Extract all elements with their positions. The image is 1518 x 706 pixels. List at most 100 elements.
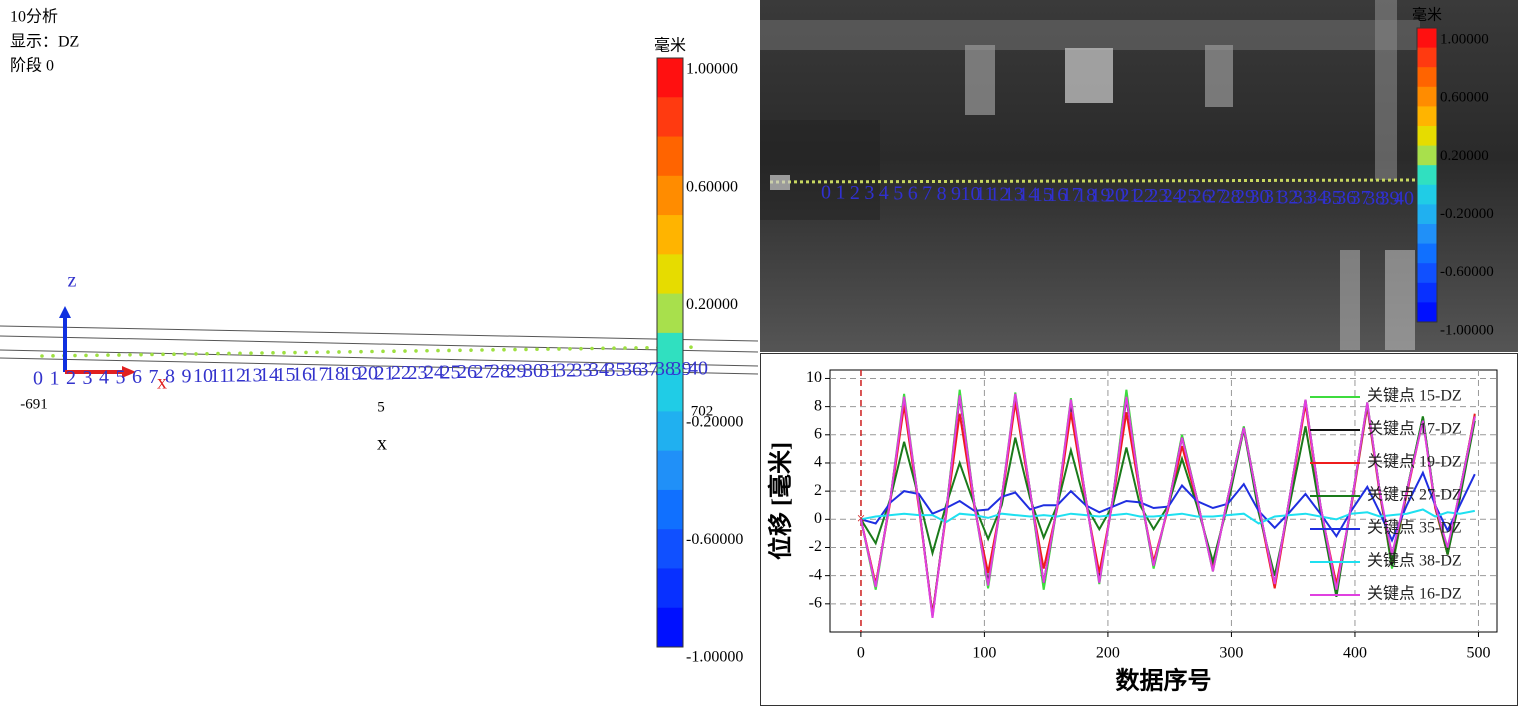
node-dot [337, 350, 341, 354]
colorbar-band [1417, 204, 1437, 225]
node-labels: 0 1 2 3 4 5 6 7 8 9 101112131415161718192021222324… [33, 358, 708, 390]
legend-label: 关键点 27-DZ [1367, 486, 1462, 504]
node-dot [623, 346, 627, 350]
node-label: 40 [688, 358, 708, 380]
node-dot [370, 349, 374, 354]
node-label: 16 [1047, 184, 1067, 206]
legend-label: 关键点 19-DZ [1367, 453, 1462, 471]
node-dot [535, 347, 539, 352]
node-label: 0 [33, 368, 43, 390]
node-label: 22 [1134, 185, 1154, 207]
node-dot [458, 348, 462, 353]
node-dot [513, 347, 517, 352]
node-label: 36 [622, 359, 642, 381]
node-dot [227, 351, 231, 356]
node-dot [601, 346, 605, 351]
node-dot [381, 349, 385, 354]
node-dot [304, 350, 308, 355]
node-label: 35 [606, 359, 626, 381]
colorbar-tick-label: 1.00000 [686, 61, 738, 78]
node-label: 20 [1105, 185, 1125, 207]
node-label: 35 [1322, 187, 1342, 209]
node-label: 23 [408, 362, 428, 384]
node-label: 10 [961, 183, 981, 205]
node-label: 27 [474, 361, 494, 383]
node-label: 24 [424, 362, 444, 384]
node-dot [95, 353, 99, 358]
legend-label: 关键点 35-DZ [1367, 519, 1462, 537]
node-label: 5 [116, 366, 126, 388]
node-dot [447, 348, 451, 353]
node-dot [40, 354, 44, 358]
colorbar-frame [1416, 27, 1438, 323]
node-dot [73, 353, 77, 358]
node-dot [194, 352, 198, 356]
node-dot [260, 351, 264, 355]
node-dot [315, 350, 319, 355]
node-label: 40 [1394, 188, 1414, 210]
y-tick-label: 8 [814, 397, 822, 414]
node-dot [106, 353, 110, 357]
node-label: 13 [1004, 184, 1024, 206]
node-dot [216, 351, 220, 356]
x-tick-label: 500 [1466, 645, 1490, 662]
node-label: 6 [908, 182, 918, 204]
camera-view [760, 0, 1518, 352]
y-tick-label: 2 [814, 482, 822, 499]
node-dot [205, 351, 209, 356]
z-arrow-head [59, 306, 71, 318]
node-label: 28 [490, 361, 510, 383]
colorbar-band [657, 175, 683, 216]
node-label: 24 [1163, 185, 1183, 207]
node-label: 11 [210, 365, 229, 387]
node-label: 12 [989, 183, 1009, 205]
colorbar-frame [656, 57, 684, 648]
node-label: 22 [391, 362, 411, 384]
node-label: 32 [1278, 186, 1298, 208]
node-dot [249, 351, 253, 355]
colorbar-band [1417, 302, 1437, 323]
node-label: 30 [523, 360, 543, 382]
colorbar-tick-label: -0.60000 [686, 531, 743, 548]
node-dot [557, 347, 561, 351]
series-line [860, 508, 1475, 525]
node-dot [480, 348, 484, 352]
node-dot [271, 351, 275, 355]
colorbar-band [657, 372, 683, 412]
x-tick-label: 100 [972, 645, 996, 662]
y-tick-label: 6 [814, 425, 822, 442]
colorbar-tick-label: 1.00000 [1440, 31, 1489, 47]
node-label: 0 [821, 182, 831, 204]
x-axis-title: 数据序号 [1116, 667, 1212, 695]
info-line: 阶段 0 [10, 57, 54, 75]
colorbar-band [1417, 165, 1437, 186]
node-label: 14 [259, 364, 279, 386]
node-label: 37 [639, 358, 659, 380]
node-labels: 0 1 2 3 4 5 6 7 8 9 101112131415161718192021222324… [821, 182, 1414, 210]
node-dot [293, 350, 297, 355]
colorbar-tick-label: 0.20000 [686, 296, 738, 313]
node-label: 39 [1380, 187, 1400, 209]
colorbar-band [657, 411, 683, 452]
colorbar-band [1417, 263, 1437, 284]
node-label: 19 [1091, 184, 1111, 206]
node-label: 1 [835, 182, 845, 204]
node-label: 10 [193, 365, 213, 387]
colorbar-band [657, 607, 683, 648]
node-dot [84, 353, 88, 358]
node-label: 21 [375, 362, 395, 384]
node-label: 6 [132, 366, 142, 388]
node-dot [590, 346, 594, 351]
x-tick-label: 0 [857, 645, 865, 662]
colorbar-band [1417, 145, 1437, 166]
plot-area [829, 369, 1498, 633]
node-label: 20 [358, 363, 378, 385]
node-dot [282, 350, 286, 355]
colorbar-tick-label: 0.60000 [1440, 90, 1489, 106]
node-label: 29 [1235, 186, 1255, 208]
colorbar-band [1417, 126, 1437, 147]
node-dot [425, 348, 429, 353]
node-label: 25 [441, 361, 461, 383]
y-axis-title: 位移 [毫米] [767, 442, 795, 560]
colorbar-band [1417, 184, 1437, 205]
